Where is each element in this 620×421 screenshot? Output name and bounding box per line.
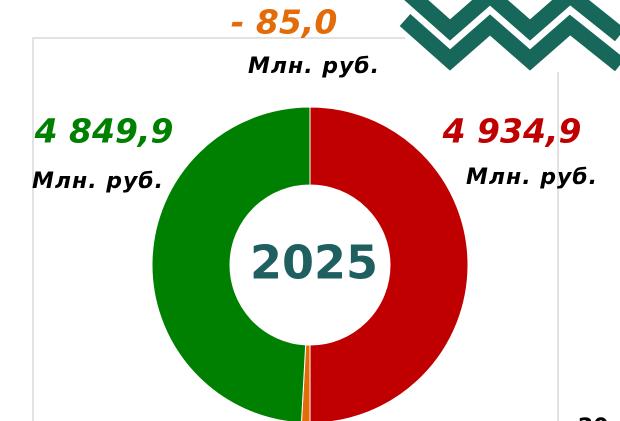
page-number: 20 (578, 415, 609, 421)
value-label: - 85,0 (231, 3, 338, 42)
unit-label: Млн. руб. (466, 165, 598, 190)
unit-label: Млн. руб. (32, 169, 164, 194)
value-label: 4 934,9 (442, 112, 582, 151)
slice (151, 106, 311, 421)
slice (309, 106, 469, 421)
chevron-decoration (399, 0, 620, 72)
value-label: 4 849,9 (34, 112, 174, 151)
center-label: 2025 (250, 236, 378, 290)
unit-label: Млн. руб. (248, 54, 380, 79)
donut (151, 106, 469, 421)
frame (32, 37, 559, 421)
